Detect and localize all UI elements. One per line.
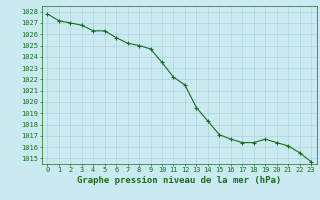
X-axis label: Graphe pression niveau de la mer (hPa): Graphe pression niveau de la mer (hPa) — [77, 176, 281, 185]
